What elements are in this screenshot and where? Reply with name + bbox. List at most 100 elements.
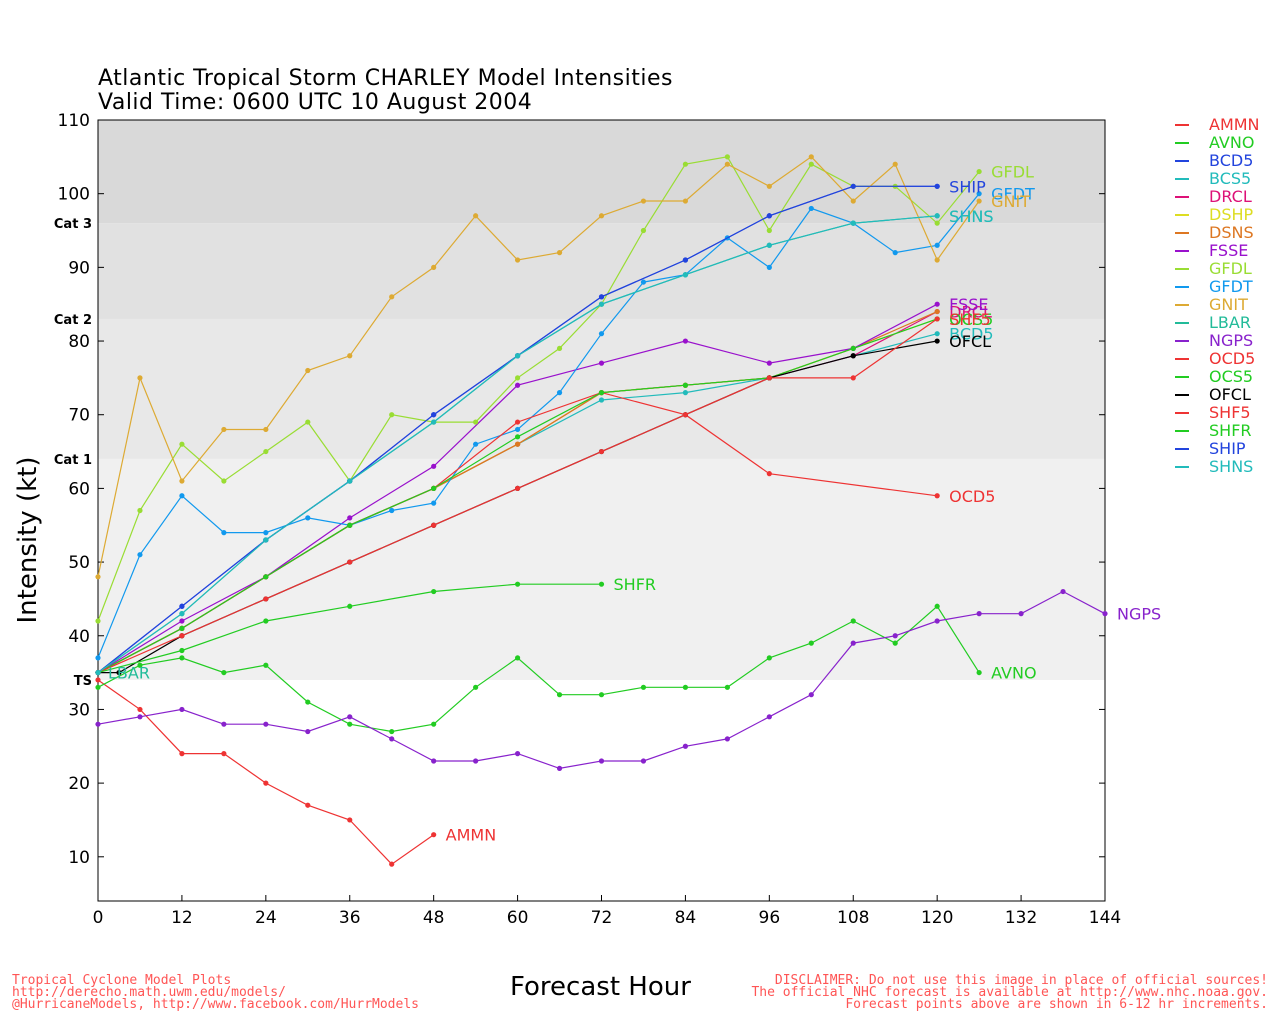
data-point (850, 198, 856, 204)
data-point (263, 426, 269, 433)
data-point (934, 308, 940, 315)
legend-swatch (1175, 142, 1189, 144)
data-point (682, 257, 689, 263)
data-point (556, 250, 563, 256)
data-point (1018, 611, 1024, 617)
series-start-label: LBAR (108, 664, 150, 683)
data-point (263, 448, 269, 455)
data-point (179, 478, 185, 484)
data-point (431, 485, 437, 491)
data-point (766, 360, 772, 366)
data-point (137, 662, 143, 668)
data-point (514, 375, 521, 381)
data-point (808, 205, 814, 212)
data-point (640, 279, 647, 285)
data-point (598, 448, 605, 455)
data-point (850, 345, 856, 352)
data-point (389, 412, 395, 418)
data-point (892, 633, 898, 639)
data-point (1060, 588, 1066, 595)
data-point (431, 264, 437, 270)
legend-swatch (1175, 448, 1189, 450)
footer-credits-line: http://derecho.math.uwm.edu/models/ (12, 985, 286, 1000)
data-point (137, 706, 143, 713)
series-end-label: SHFR (614, 575, 657, 594)
y-tick-label: 90 (68, 258, 90, 278)
series-line (97, 156, 980, 577)
y-tick-label: 70 (68, 406, 90, 426)
data-point (263, 574, 269, 580)
data-point (682, 390, 689, 396)
data-point (305, 802, 311, 808)
data-point (431, 500, 437, 506)
data-point (598, 294, 605, 300)
data-point (850, 640, 856, 646)
data-point (95, 574, 101, 580)
data-point (347, 721, 353, 727)
data-point (431, 412, 437, 418)
series-end-label: OCS5 (949, 310, 993, 329)
series-ngps: NGPS (95, 588, 1161, 771)
data-point (179, 655, 185, 661)
data-point (263, 721, 269, 727)
data-point (514, 382, 521, 388)
data-point (598, 390, 605, 396)
series-end-label: BCD5 (949, 325, 993, 344)
data-point (934, 242, 940, 248)
x-tick-label: 0 (93, 908, 104, 928)
data-point (347, 353, 353, 359)
data-point (137, 552, 143, 558)
data-point (179, 603, 185, 609)
data-point (514, 257, 521, 263)
data-point (892, 161, 898, 167)
data-point (934, 316, 940, 322)
series-gnit: GNIT (95, 154, 1030, 580)
data-point (431, 758, 437, 764)
x-tick-label: 60 (507, 908, 529, 928)
data-point (766, 227, 772, 234)
legend-item-bcd5: BCD5 (1209, 151, 1254, 170)
x-tick-label: 84 (675, 908, 697, 928)
footer-credits: Tropical Cyclone Model Plots http://dere… (12, 974, 419, 1011)
data-point (263, 596, 269, 602)
data-point (976, 611, 982, 617)
legend-item-lbar: LBAR (1209, 313, 1251, 332)
data-point (892, 250, 898, 256)
legend-swatch (1175, 412, 1189, 414)
data-point (221, 721, 227, 727)
x-tick-label: 144 (1089, 908, 1121, 928)
data-point (640, 227, 647, 234)
legend-swatch (1175, 304, 1189, 306)
legend-item-gnit: GNIT (1209, 295, 1248, 314)
data-point (137, 375, 143, 381)
legend-item-avno: AVNO (1209, 133, 1255, 152)
category-label: Cat 2 (54, 313, 92, 328)
series-end-label: AVNO (991, 664, 1036, 683)
data-point (221, 669, 227, 676)
series-end-label: GFDT (991, 185, 1035, 204)
legend-item-ammn: AMMN (1209, 115, 1260, 134)
data-point (934, 331, 940, 337)
x-tick-label: 120 (921, 908, 953, 928)
x-axis-label: Forecast Hour (510, 972, 691, 1002)
category-label: TS (74, 674, 92, 689)
legend-swatch (1175, 178, 1189, 180)
series-end-label: GFDL (991, 163, 1034, 182)
legend-swatch (1175, 232, 1189, 234)
series-line (97, 156, 980, 622)
data-point (766, 213, 772, 219)
data-point (263, 537, 269, 543)
series-shf5: SHF5 (95, 310, 991, 676)
legend-item-ocd5: OCD5 (1209, 349, 1256, 368)
data-point (473, 441, 479, 447)
data-point (431, 463, 437, 469)
data-point (305, 419, 311, 425)
data-point (850, 183, 856, 189)
x-tick-label: 72 (591, 908, 613, 928)
data-point (263, 662, 269, 668)
x-tick-label: 12 (171, 908, 193, 928)
data-point (514, 485, 521, 491)
series-shns: SHNS (95, 207, 993, 676)
data-point (179, 751, 185, 757)
